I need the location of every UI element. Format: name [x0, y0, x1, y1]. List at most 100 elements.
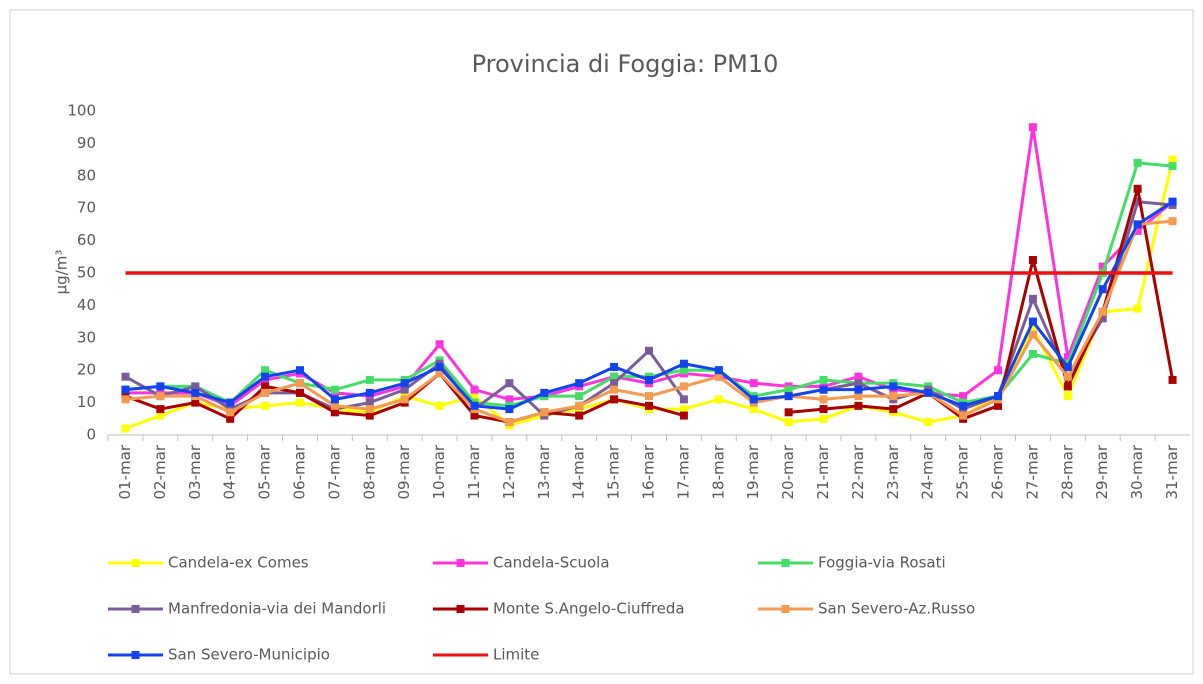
point-marker — [330, 395, 339, 404]
point-marker — [121, 385, 130, 394]
x-tick-label: 30-mar — [1128, 444, 1146, 499]
point-marker — [1168, 162, 1177, 171]
x-tick-label: 16-mar — [640, 444, 658, 499]
point-marker — [1028, 324, 1037, 333]
point-marker — [1133, 158, 1142, 167]
point-marker — [854, 401, 863, 410]
point-marker — [1168, 217, 1177, 226]
point-marker — [540, 408, 549, 417]
point-marker — [156, 405, 165, 414]
point-marker — [1133, 226, 1142, 235]
point-marker — [1063, 353, 1072, 362]
point-marker — [959, 401, 968, 410]
point-marker — [435, 340, 444, 349]
x-tick-label: 08-mar — [360, 444, 378, 499]
legend-label: Candela-ex Comes — [168, 554, 309, 572]
legend-marker — [456, 605, 465, 613]
point-marker — [749, 405, 758, 414]
x-tick-label: 01-mar — [116, 444, 134, 499]
point-marker — [1028, 350, 1037, 358]
point-marker — [330, 401, 339, 410]
point-marker — [1133, 220, 1142, 229]
x-tick-label: 29-mar — [1093, 444, 1111, 499]
y-tick-label: 20 — [77, 361, 96, 379]
point-marker — [261, 401, 270, 410]
point-marker — [714, 366, 723, 375]
point-marker — [470, 401, 479, 410]
x-tick-label: 20-mar — [779, 444, 797, 499]
point-marker — [226, 398, 235, 407]
x-tick-label: 18-mar — [709, 444, 727, 499]
point-marker — [400, 395, 409, 404]
point-marker — [819, 385, 828, 394]
point-marker — [1168, 375, 1177, 384]
point-marker — [365, 388, 374, 397]
x-tick-label: 03-mar — [186, 444, 204, 499]
x-tick-label: 27-mar — [1023, 444, 1041, 499]
point-marker — [924, 418, 933, 427]
point-marker — [470, 392, 479, 401]
point-marker — [330, 385, 339, 394]
point-marker — [854, 392, 863, 401]
point-marker — [1133, 304, 1142, 313]
point-marker — [819, 375, 828, 384]
point-marker — [959, 392, 968, 401]
point-marker — [1098, 307, 1107, 316]
point-marker — [679, 359, 688, 368]
point-marker — [679, 382, 688, 391]
point-marker — [749, 379, 758, 388]
y-tick-label: 40 — [77, 296, 96, 314]
x-tick-label: 17-mar — [674, 444, 692, 499]
x-tick-label: 26-mar — [989, 444, 1007, 499]
point-marker — [505, 379, 514, 388]
y-tick-label: 50 — [77, 264, 96, 282]
legend-label: San Severo-Az.Russo — [818, 600, 975, 618]
x-tick-label: 13-mar — [535, 444, 553, 499]
point-marker — [854, 379, 863, 388]
point-marker — [295, 388, 304, 397]
chart-title: Provincia di Foggia: PM10 — [472, 50, 779, 78]
point-marker — [994, 392, 1003, 401]
legend-label: Candela-Scuola — [493, 554, 610, 572]
x-tick-label: 06-mar — [290, 444, 308, 499]
point-marker — [156, 382, 165, 391]
point-marker — [156, 392, 165, 401]
point-marker — [994, 366, 1003, 375]
point-marker — [1168, 197, 1177, 206]
y-tick-label: 80 — [77, 166, 96, 184]
x-tick-label: 05-mar — [256, 444, 274, 499]
legend-label: Limite — [493, 646, 539, 664]
point-marker — [959, 411, 968, 420]
point-marker — [575, 401, 584, 410]
x-tick-label: 21-mar — [814, 444, 832, 499]
point-marker — [575, 392, 584, 401]
point-marker — [679, 395, 688, 404]
point-marker — [191, 382, 200, 391]
point-marker — [365, 398, 374, 407]
legend-marker — [131, 605, 140, 613]
x-tick-label: 04-mar — [221, 444, 239, 499]
x-tick-label: 22-mar — [849, 444, 867, 499]
point-marker — [819, 405, 828, 414]
legend-marker — [131, 559, 140, 567]
x-tick-label: 12-mar — [500, 444, 518, 499]
x-tick-label: 09-mar — [395, 444, 413, 499]
point-marker — [645, 346, 653, 355]
point-marker — [784, 385, 793, 394]
point-marker — [1028, 317, 1037, 326]
y-tick-label: 60 — [77, 231, 96, 249]
point-marker — [610, 385, 619, 394]
point-marker — [226, 414, 235, 423]
point-marker — [330, 408, 339, 417]
point-marker — [784, 418, 793, 427]
point-marker — [645, 392, 653, 401]
point-marker — [784, 392, 793, 401]
point-marker — [435, 362, 444, 371]
point-marker — [1028, 256, 1037, 265]
x-tick-label: 25-mar — [954, 444, 972, 499]
point-marker — [854, 385, 863, 394]
point-marker — [1028, 294, 1037, 303]
point-marker — [400, 379, 409, 388]
